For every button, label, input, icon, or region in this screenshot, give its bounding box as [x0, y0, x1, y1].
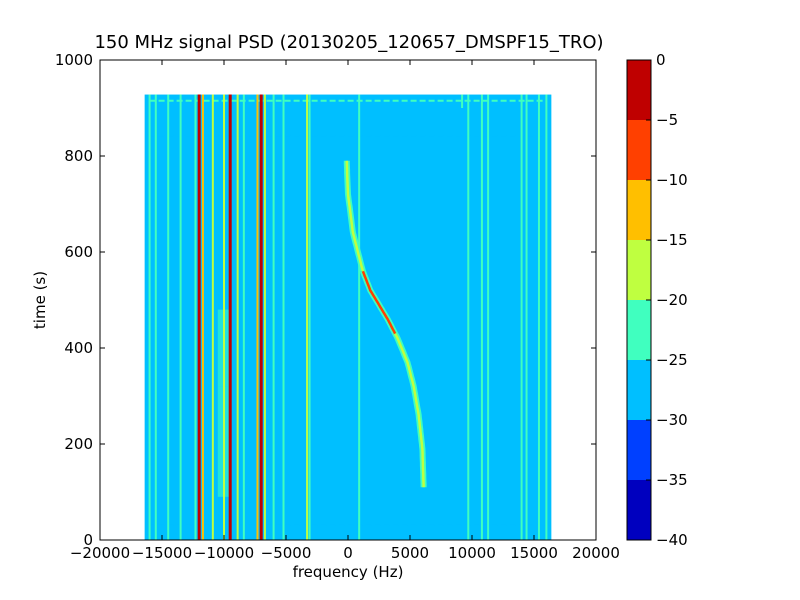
colorbar-segment: [627, 420, 651, 480]
x-tick-label: −5000: [261, 544, 312, 562]
x-tick-label: 15000: [510, 544, 558, 562]
colorbar-segment: [627, 60, 651, 120]
x-tick-label: 0: [343, 544, 353, 562]
x-tick-label: 20000: [572, 544, 620, 562]
y-tick-label: 800: [64, 147, 93, 165]
doppler-curve: [345, 160, 365, 272]
colorbar-tick-label: 0: [656, 51, 666, 69]
y-axis-label: time (s): [31, 271, 49, 329]
colorbar-tick-label: −5: [656, 111, 678, 129]
colorbar-segment: [627, 240, 651, 300]
colorbar-tick-label: −30: [656, 411, 688, 429]
colorbar-segment: [627, 300, 651, 360]
colorbar-tick-label: −25: [656, 351, 688, 369]
colorbar-tick-label: −10: [656, 171, 688, 189]
x-axis-label: frequency (Hz): [293, 563, 404, 581]
colorbar-tick-label: −40: [656, 531, 688, 549]
y-tick-label: 1000: [55, 51, 93, 69]
colorbar-segment: [627, 480, 651, 540]
colorbar-segment: [627, 120, 651, 180]
colorbar-tick-label: −20: [656, 291, 688, 309]
doppler-curve: [361, 270, 397, 335]
y-tick-label: 600: [64, 243, 93, 261]
colorbar-tick-label: −15: [656, 231, 688, 249]
y-tick-label: 0: [83, 531, 93, 549]
y-tick-label: 200: [64, 435, 93, 453]
chart-title: 150 MHz signal PSD (20130205_120657_DMSP…: [94, 32, 603, 53]
doppler-curve: [394, 333, 425, 488]
plot-area: [144, 94, 552, 540]
colorbar-segment: [627, 180, 651, 240]
x-tick-label: 10000: [448, 544, 496, 562]
colorbar-segment: [627, 360, 651, 420]
axis-ticks: −20000 −15000 −10000 −5000 0 5000 10000 15000 20…: [55, 51, 620, 562]
y-tick-label: 400: [64, 339, 93, 357]
x-tick-label: 5000: [391, 544, 429, 562]
x-tick-label: −10000: [194, 544, 254, 562]
colorbar: −40 −35 −30 −25 −20 −15 −10 −5 0: [626, 51, 688, 549]
x-tick-label: −15000: [132, 544, 192, 562]
colorbar-tick-label: −35: [656, 471, 688, 489]
x-tick-label: −20000: [70, 544, 130, 562]
